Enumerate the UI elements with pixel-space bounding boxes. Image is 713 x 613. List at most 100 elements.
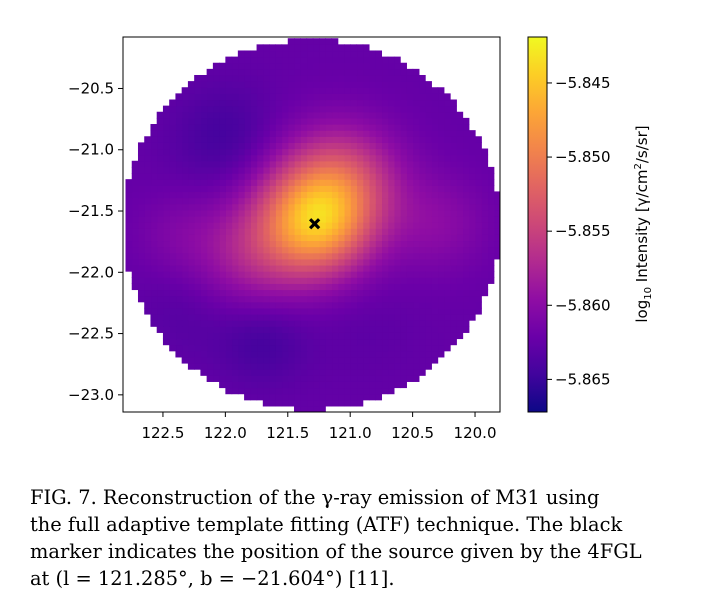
- heatmap-cell: [368, 68, 376, 76]
- heatmap-cell: [206, 87, 214, 94]
- heatmap-cell: [281, 50, 289, 58]
- heatmap-cell: [244, 160, 251, 168]
- heatmap-cell: [400, 246, 407, 254]
- heatmap-cell: [262, 81, 270, 88]
- heatmap-cell: [325, 38, 333, 45]
- heatmap-cell: [219, 234, 226, 242]
- heatmap-cell: [200, 234, 208, 242]
- heatmap-cell: [312, 277, 320, 284]
- heatmap-cell: [375, 326, 383, 333]
- heatmap-cell: [225, 99, 233, 107]
- heatmap-cell: [356, 234, 364, 242]
- heatmap-cell: [418, 344, 426, 352]
- heatmap-cell: [375, 283, 383, 291]
- heatmap-cell: [281, 313, 289, 321]
- heatmap-cell: [231, 111, 239, 119]
- heatmap-cell: [362, 362, 370, 370]
- heatmap-cell: [437, 203, 445, 211]
- heatmap-cell: [325, 160, 333, 168]
- heatmap-cell: [375, 191, 383, 199]
- heatmap-cell: [356, 393, 364, 401]
- heatmap-cell: [137, 154, 145, 162]
- heatmap-cell: [131, 185, 139, 193]
- heatmap-cell: [244, 99, 251, 107]
- heatmap-cell: [406, 105, 414, 113]
- heatmap-cell: [356, 295, 364, 303]
- heatmap-cell: [418, 240, 426, 248]
- heatmap-cell: [194, 246, 201, 254]
- heatmap-cell: [312, 56, 320, 64]
- heatmap-cell: [400, 203, 407, 211]
- heatmap-cell: [431, 320, 439, 327]
- heatmap-cell: [225, 191, 233, 199]
- heatmap-cell: [225, 185, 233, 193]
- heatmap-cell: [337, 197, 345, 205]
- heatmap-cell: [294, 320, 301, 327]
- heatmap-cell: [306, 93, 314, 101]
- heatmap-cell: [269, 240, 276, 248]
- heatmap-cell: [244, 271, 251, 278]
- heatmap-cell: [219, 307, 226, 315]
- heatmap-cell: [418, 252, 426, 260]
- heatmap-cell: [150, 277, 158, 284]
- heatmap-cell: [306, 105, 314, 113]
- heatmap-cell: [175, 234, 183, 242]
- heatmap-cell: [237, 222, 245, 229]
- heatmap-cell: [318, 356, 326, 364]
- heatmap-cell: [194, 362, 201, 370]
- heatmap-cell: [256, 56, 264, 64]
- heatmap-cell: [400, 185, 407, 193]
- heatmap-cell: [381, 222, 389, 229]
- heatmap-cell: [343, 375, 351, 382]
- heatmap-cell: [387, 68, 395, 76]
- heatmap-cell: [300, 38, 308, 45]
- heatmap-cell: [162, 185, 170, 193]
- heatmap-cell: [425, 283, 432, 291]
- heatmap-cell: [194, 160, 201, 168]
- heatmap-cell: [418, 215, 426, 223]
- heatmap-cell: [250, 87, 258, 94]
- heatmap-cell: [418, 124, 426, 131]
- heatmap-cell: [475, 185, 482, 193]
- heatmap-cell: [475, 264, 482, 272]
- heatmap-cell: [281, 369, 289, 376]
- heatmap-cell: [131, 203, 139, 211]
- heatmap-cell: [462, 154, 470, 162]
- heatmap-cell: [231, 191, 239, 199]
- heatmap-cell: [162, 289, 170, 297]
- heatmap-cell: [137, 271, 145, 278]
- heatmap-cell: [343, 399, 351, 407]
- heatmap-cell: [169, 326, 177, 333]
- heatmap-cell: [187, 124, 195, 131]
- heatmap-cell: [468, 179, 476, 186]
- heatmap-cell: [250, 148, 258, 156]
- heatmap-cell: [425, 166, 432, 174]
- heatmap-cell: [312, 185, 320, 193]
- heatmap-cell: [287, 166, 295, 174]
- heatmap-cell: [331, 301, 339, 309]
- heatmap-cell: [175, 124, 183, 131]
- heatmap-cell: [287, 173, 295, 180]
- heatmap-cell: [318, 38, 326, 45]
- heatmap-cell: [300, 111, 308, 119]
- heatmap-cell: [381, 117, 389, 125]
- heatmap-cell: [412, 185, 420, 193]
- heatmap-cell: [256, 222, 264, 229]
- heatmap-cell: [431, 338, 439, 346]
- heatmap-cell: [219, 173, 226, 180]
- heatmap-cell: [144, 234, 152, 242]
- heatmap-cell: [137, 197, 145, 205]
- heatmap-cell: [181, 222, 189, 229]
- heatmap-cell: [169, 271, 177, 278]
- heatmap-cell: [144, 160, 152, 168]
- heatmap-cell: [381, 258, 389, 266]
- heatmap-cell: [244, 277, 251, 284]
- heatmap-cell: [144, 258, 152, 266]
- heatmap-cell: [331, 332, 339, 340]
- heatmap-cell: [287, 375, 295, 382]
- heatmap-cell: [187, 136, 195, 143]
- heatmap-cell: [443, 130, 451, 137]
- heatmap-cell: [187, 209, 195, 217]
- heatmap-cell: [325, 301, 333, 309]
- heatmap-cell: [169, 191, 177, 199]
